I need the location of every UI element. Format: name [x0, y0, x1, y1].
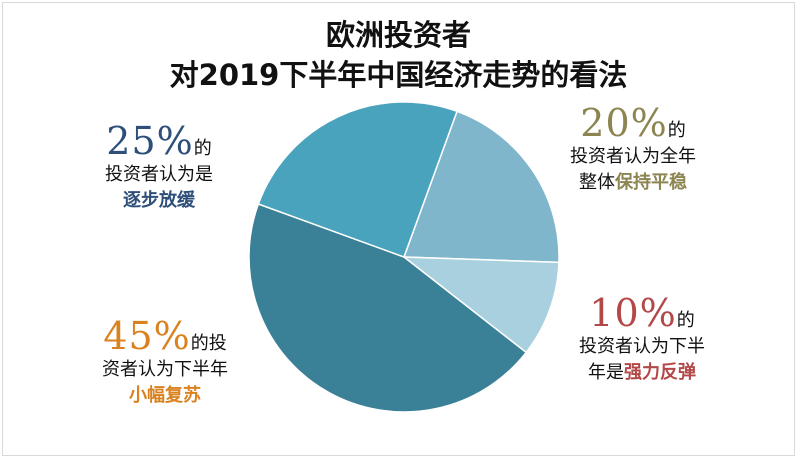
annotation-10-highlight: 强力反弹 [624, 362, 696, 383]
annotation-45-highlight: 小幅复苏 [129, 385, 201, 406]
pie-slice-2 [401, 256, 560, 354]
pie-slice-1 [402, 110, 560, 264]
annotation-20-line2: 投资者认为全年 [570, 146, 696, 167]
annotation-10-de: 的 [676, 310, 695, 331]
annotation-25-de: 的 [193, 138, 212, 159]
annotation-10-line2: 投资者认为下半 [579, 336, 705, 357]
pie-slice-4 [257, 101, 458, 258]
annotation-20-percent: 20%的 投资者认为全年 整体保持平稳 [570, 103, 696, 196]
chart-title-line-1: 欧洲投资者 [325, 18, 471, 52]
annotation-10-line3-prefix: 年是 [588, 362, 624, 383]
annotation-20-de: 的 [667, 120, 686, 141]
annotation-10-percent-value: 10% [589, 291, 677, 335]
chart-title-line-2: 对2019下半年中国经济走势的看法 [169, 58, 628, 92]
annotation-20-percent-value: 20% [580, 101, 668, 145]
annotation-45-percent: 45%的投 资者认为下半年 小幅复苏 [102, 316, 228, 409]
annotation-45-line2: 资者认为下半年 [102, 359, 228, 380]
annotation-20-highlight: 保持平稳 [615, 172, 687, 193]
annotation-25-line2: 投资者认为是 [105, 164, 213, 185]
pie-slice-3 [248, 203, 528, 413]
annotation-20-line3-prefix: 整体 [579, 172, 615, 193]
pie-chart [248, 101, 560, 413]
annotation-45-de: 的投 [190, 333, 227, 354]
annotation-25-percent-value: 25% [106, 119, 194, 163]
annotation-45-percent-value: 45% [103, 314, 191, 358]
annotation-25-percent: 25%的 投资者认为是 逐步放缓 [105, 121, 213, 214]
annotation-25-highlight: 逐步放缓 [123, 190, 195, 211]
annotation-10-percent: 10%的 投资者认为下半 年是强力反弹 [579, 293, 705, 386]
